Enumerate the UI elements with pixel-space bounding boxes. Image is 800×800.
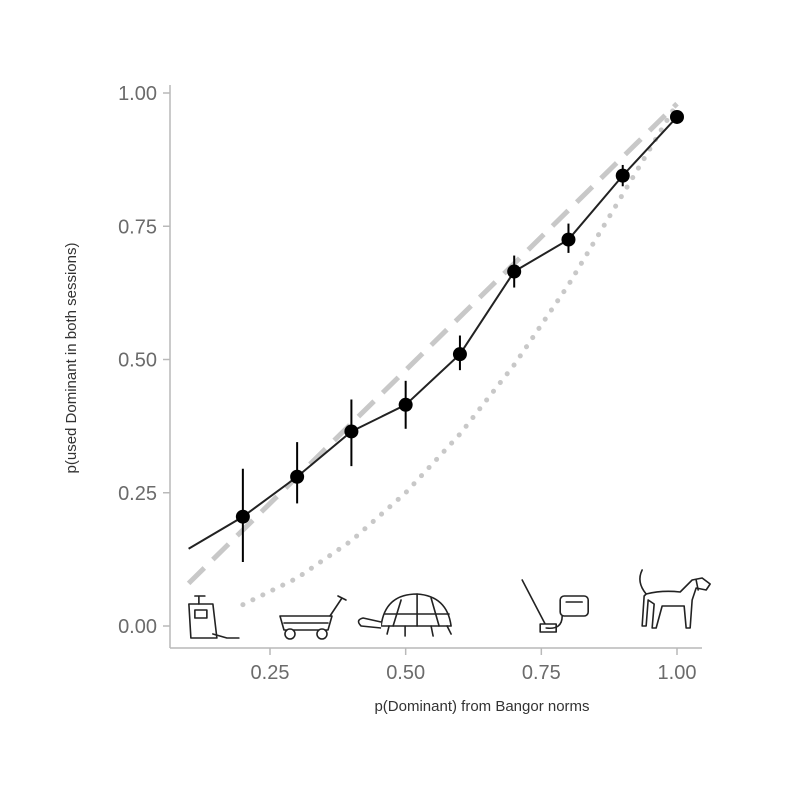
data-point bbox=[670, 109, 684, 124]
vacuum-picture bbox=[521, 579, 589, 633]
x-axis-pictures bbox=[188, 569, 711, 640]
reference-lines bbox=[186, 101, 680, 608]
dog-picture bbox=[639, 569, 711, 629]
x-tick-label: 0.75 bbox=[522, 662, 561, 684]
x-axis-ticks: 0.25 0.50 0.75 1.00 bbox=[251, 648, 697, 684]
x-tick-label: 0.50 bbox=[386, 662, 425, 684]
data-point bbox=[452, 347, 467, 362]
data-point bbox=[561, 232, 576, 247]
tortoise-picture bbox=[357, 593, 452, 637]
wagon-picture bbox=[279, 595, 347, 640]
y-axis-title: p(used Dominant in both sessions) bbox=[63, 243, 80, 474]
y-tick-label: 0.50 bbox=[118, 350, 157, 372]
can-opener-picture bbox=[188, 595, 240, 639]
y-tick-label: 0.25 bbox=[118, 483, 157, 505]
data-point bbox=[507, 264, 522, 279]
data-point bbox=[615, 168, 630, 183]
y-tick-label: 1.00 bbox=[118, 83, 157, 105]
data-point bbox=[344, 424, 359, 439]
data-point bbox=[235, 509, 250, 524]
y-tick-label: 0.75 bbox=[118, 216, 157, 238]
x-axis-title: p(Dominant) from Bangor norms bbox=[374, 698, 589, 715]
observed-series bbox=[188, 109, 684, 563]
y-tick-label: 0.00 bbox=[118, 616, 157, 638]
dashed-reference-line bbox=[186, 101, 679, 586]
data-point bbox=[398, 397, 413, 412]
axes bbox=[169, 85, 702, 649]
y-axis-ticks: 0.00 0.25 0.50 0.75 1.00 bbox=[118, 83, 170, 638]
x-tick-label: 1.00 bbox=[658, 662, 697, 684]
x-tick-label: 0.25 bbox=[251, 662, 290, 684]
dotted-reference-line bbox=[240, 101, 680, 608]
data-point bbox=[290, 469, 305, 484]
observed-line bbox=[188, 116, 678, 550]
